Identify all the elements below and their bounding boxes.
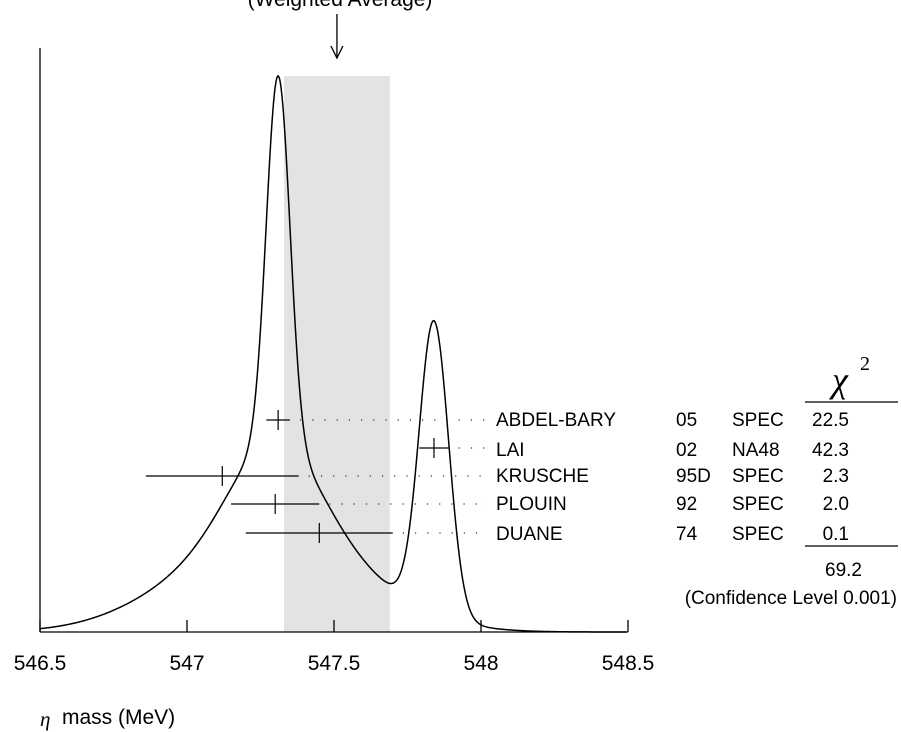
measurement-row: ABDEL-BARY 05 SPEC 22.5: [496, 410, 849, 431]
author-label: KRUSCHE: [496, 466, 589, 487]
chi2-exponent: 2: [860, 353, 870, 375]
chart-title: (Weighted Average): [248, 0, 433, 11]
author-label: DUANE: [496, 524, 563, 545]
ideogram-curve: [39, 75, 627, 633]
x-axis-label: η mass (MeV): [40, 706, 175, 731]
chi2-symbol: χ: [829, 360, 849, 400]
author-label: PLOUIN: [496, 494, 567, 515]
x-tick-label: 548: [463, 652, 498, 675]
year-label: 95D: [676, 466, 711, 487]
x-tick-label: 548.5: [602, 652, 655, 675]
technique-label: SPEC: [732, 494, 784, 515]
measurement-row: DUANE 74 SPEC 0.1: [496, 524, 849, 545]
measurement-row: PLOUIN 92 SPEC 2.0: [496, 494, 849, 515]
measurement-table: ABDEL-BARY 05 SPEC 22.5 LAI 02 NA48 42.3…: [496, 410, 849, 545]
author-label: LAI: [496, 440, 525, 461]
weighted-average-band: [284, 76, 390, 632]
x-tick-label: 547.5: [308, 652, 361, 675]
x-axis-ticks: 546.5 547 547.5 548 548.5: [14, 620, 655, 675]
x-tick-label: 547: [169, 652, 204, 675]
measurement-marks: [145, 410, 488, 543]
x-tick-label: 546.5: [14, 652, 67, 675]
technique-label: SPEC: [732, 410, 784, 431]
chi2-value: 2.0: [823, 494, 849, 515]
x-axis-label-symbol: η: [40, 707, 50, 731]
measurement-row: KRUSCHE 95D SPEC 2.3: [496, 466, 849, 487]
chi2-value: 0.1: [823, 524, 849, 545]
year-label: 92: [676, 494, 697, 515]
chi2-header: χ 2: [829, 353, 870, 400]
year-label: 02: [676, 440, 697, 461]
chi2-total: 69.2: [825, 560, 862, 581]
chi2-value: 2.3: [823, 466, 849, 487]
technique-label: SPEC: [732, 466, 784, 487]
technique-label: NA48: [732, 440, 780, 461]
chi2-value: 22.5: [812, 410, 849, 431]
technique-label: SPEC: [732, 524, 784, 545]
chi2-value: 42.3: [812, 440, 849, 461]
year-label: 05: [676, 410, 697, 431]
confidence-level: (Confidence Level 0.001): [685, 588, 897, 609]
year-label: 74: [676, 524, 698, 545]
weighted-average-arrow: [330, 14, 344, 60]
author-label: ABDEL-BARY: [496, 410, 616, 431]
measurement-row: LAI 02 NA48 42.3: [496, 440, 849, 461]
x-axis-label-text: mass (MeV): [62, 706, 175, 729]
